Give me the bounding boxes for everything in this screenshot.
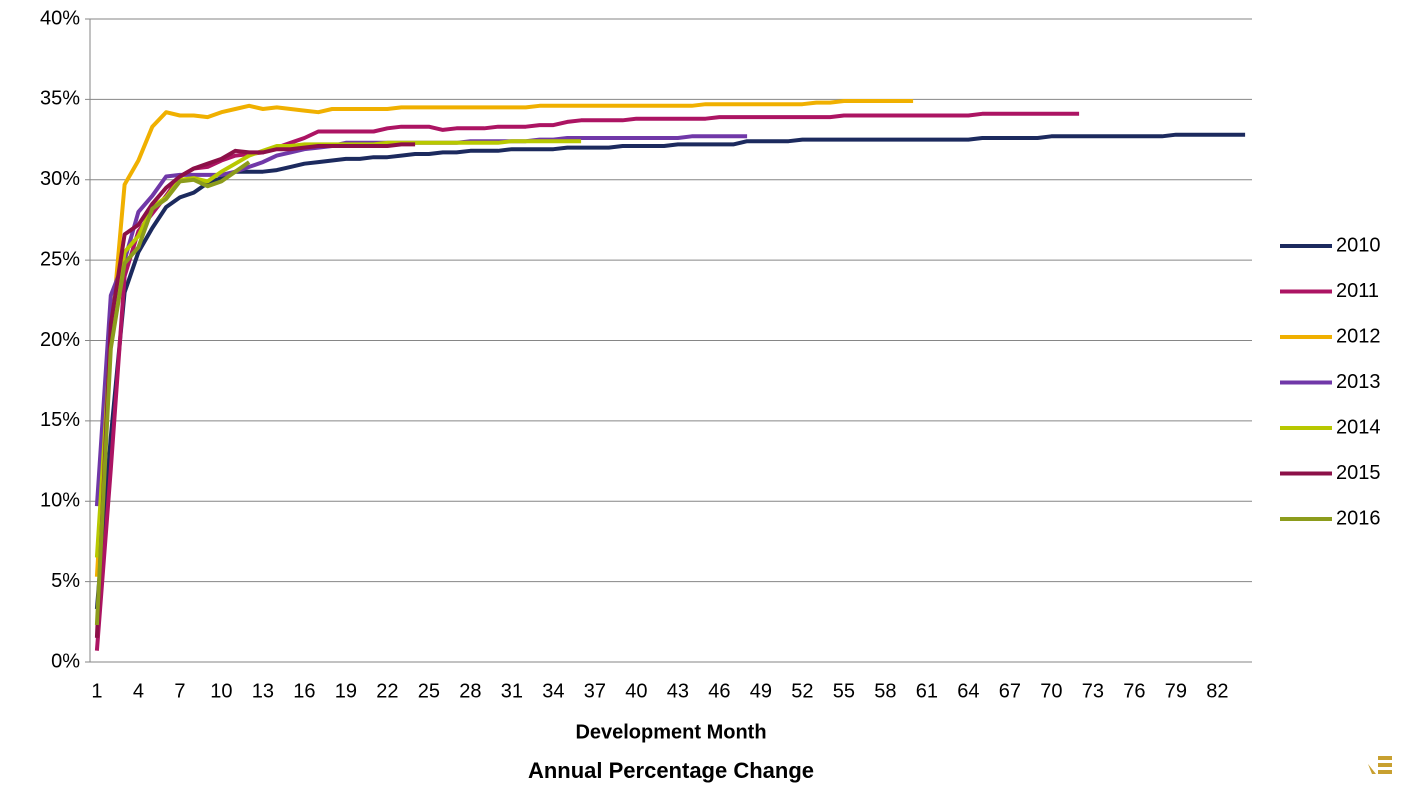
legend-label: 2014 xyxy=(1336,416,1381,438)
data-line xyxy=(94,142,416,638)
x-tick-label: 58 xyxy=(874,680,896,702)
x-tick-label: 22 xyxy=(376,680,398,702)
y-tick-label: 15% xyxy=(40,409,80,431)
y-tick-label: 20% xyxy=(40,329,80,351)
legend-label: 2012 xyxy=(1336,325,1381,347)
x-tick-label: 67 xyxy=(999,680,1021,702)
legend-label: 2013 xyxy=(1336,371,1381,393)
x-tick-label: 31 xyxy=(501,680,523,702)
x-tick-label: 70 xyxy=(1040,680,1062,702)
x-tick-label: 1 xyxy=(91,680,102,702)
x-tick-label: 25 xyxy=(418,680,440,702)
y-tick-label: 0% xyxy=(51,650,80,672)
x-tick-label: 55 xyxy=(833,680,855,702)
x-tick-label: 7 xyxy=(174,680,185,702)
x-tick-label: 52 xyxy=(791,680,813,702)
data-line xyxy=(94,99,914,577)
data-line xyxy=(94,111,1080,651)
y-tick-label: 30% xyxy=(40,168,80,190)
x-tick-label: 13 xyxy=(252,680,274,702)
y-tick-label: 5% xyxy=(51,570,80,592)
x-tick-label: 19 xyxy=(335,680,357,702)
legend-label: 2010 xyxy=(1336,234,1381,256)
x-tick-label: 79 xyxy=(1165,680,1187,702)
x-tick-label: 61 xyxy=(916,680,938,702)
chart-title: Annual Percentage Change xyxy=(528,758,814,783)
y-tick-label: 25% xyxy=(40,248,80,270)
y-tick-label: 35% xyxy=(40,88,80,110)
x-tick-label: 82 xyxy=(1206,680,1228,702)
x-tick-label: 10 xyxy=(210,680,232,702)
y-tick-label: 10% xyxy=(40,490,80,512)
x-tick-label: 73 xyxy=(1082,680,1104,702)
x-tick-label: 4 xyxy=(133,680,144,702)
x-tick-label: 43 xyxy=(667,680,689,702)
x-tick-label: 16 xyxy=(293,680,315,702)
x-axis-title: Development Month xyxy=(575,721,766,743)
x-tick-label: 28 xyxy=(459,680,481,702)
x-tick-label: 37 xyxy=(584,680,606,702)
logo xyxy=(1368,756,1392,774)
x-tick-label: 49 xyxy=(750,680,772,702)
legend-label: 2016 xyxy=(1336,507,1381,529)
legend-label: 2011 xyxy=(1336,280,1379,302)
data-line xyxy=(94,160,251,626)
data-line xyxy=(94,132,1246,610)
x-tick-label: 76 xyxy=(1123,680,1145,702)
x-tick-label: 40 xyxy=(625,680,647,702)
x-tick-label: 64 xyxy=(957,680,979,702)
y-tick-label: 40% xyxy=(40,7,80,29)
legend-label: 2015 xyxy=(1336,462,1381,484)
x-tick-label: 34 xyxy=(542,680,564,702)
x-tick-label: 46 xyxy=(708,680,730,702)
